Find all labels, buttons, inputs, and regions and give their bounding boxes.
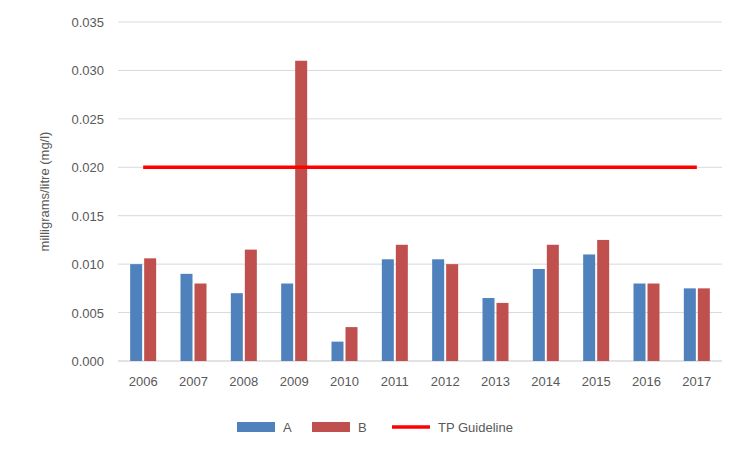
bar — [181, 274, 193, 361]
plot-area — [130, 61, 710, 361]
x-tick-label: 2011 — [381, 374, 409, 389]
legend: A B TP Guideline — [237, 420, 513, 435]
y-axis-label: milligrams/litre (mg/l) — [37, 132, 52, 252]
x-tick-label: 2010 — [330, 374, 359, 389]
grid-line — [118, 264, 722, 265]
x-tick-label: 2006 — [129, 374, 158, 389]
x-tick-label: 2014 — [531, 374, 560, 389]
bar — [497, 303, 509, 361]
grid-line — [118, 215, 722, 216]
x-tick-label: 2009 — [280, 374, 309, 389]
x-axis-line — [118, 361, 722, 362]
grid — [118, 22, 722, 361]
bar — [533, 269, 545, 361]
bar — [432, 259, 444, 361]
bar — [130, 264, 142, 361]
chart-svg: 0.000 0.005 0.010 0.015 0.020 0.025 0.030 0.035… — [0, 0, 754, 459]
y-tick-label: 0.005 — [71, 306, 104, 321]
bar — [684, 288, 696, 361]
x-tick-label: 2015 — [582, 374, 611, 389]
bar — [281, 284, 293, 361]
x-tick-label: 2016 — [632, 374, 661, 389]
x-tick-label: 2007 — [179, 374, 208, 389]
y-tick-label: 0.010 — [71, 257, 104, 272]
x-tick-label: 2012 — [431, 374, 460, 389]
bar — [648, 284, 660, 361]
y-tick-labels: 0.000 0.005 0.010 0.015 0.020 0.025 0.030 0.035 — [71, 15, 104, 369]
bar — [295, 61, 307, 361]
bar — [597, 240, 609, 361]
chart-container: 0.000 0.005 0.010 0.015 0.020 0.025 0.030 0.035… — [0, 0, 754, 459]
bar-series — [130, 254, 696, 361]
grid-line — [118, 118, 722, 119]
grid-line — [118, 22, 722, 23]
bar — [583, 254, 595, 361]
legend-swatch — [237, 422, 275, 432]
bar — [195, 284, 207, 361]
bar — [231, 293, 243, 361]
legend-swatch — [392, 425, 430, 429]
legend-label: TP Guideline — [438, 420, 513, 435]
bar — [446, 264, 458, 361]
bar — [547, 245, 559, 361]
bar-series — [144, 61, 710, 361]
line-series — [143, 166, 697, 170]
bar — [382, 259, 394, 361]
bar — [245, 250, 257, 361]
y-tick-label: 0.020 — [71, 160, 104, 175]
y-tick-label: 0.025 — [71, 112, 104, 127]
y-tick-label: 0.000 — [71, 354, 104, 369]
bar — [698, 288, 710, 361]
y-tick-label: 0.015 — [71, 209, 104, 224]
x-tick-label: 2013 — [481, 374, 510, 389]
bar — [346, 327, 358, 361]
bar — [634, 284, 646, 361]
legend-label: A — [283, 420, 292, 435]
bar — [332, 342, 344, 361]
bar — [396, 245, 408, 361]
x-tick-label: 2017 — [682, 374, 711, 389]
grid-line — [118, 312, 722, 313]
legend-label: B — [358, 420, 367, 435]
x-tick-labels: 2006 2007 2008 2009 2010 2011 2012 2013 2014 2015… — [129, 374, 712, 389]
bar — [144, 258, 156, 361]
y-tick-label: 0.030 — [71, 63, 104, 78]
y-tick-label: 0.035 — [71, 15, 104, 30]
grid-line — [118, 361, 722, 362]
grid-line — [118, 70, 722, 71]
grid-line — [118, 167, 722, 168]
bar — [483, 298, 495, 361]
legend-swatch — [312, 422, 350, 432]
x-tick-label: 2008 — [229, 374, 258, 389]
